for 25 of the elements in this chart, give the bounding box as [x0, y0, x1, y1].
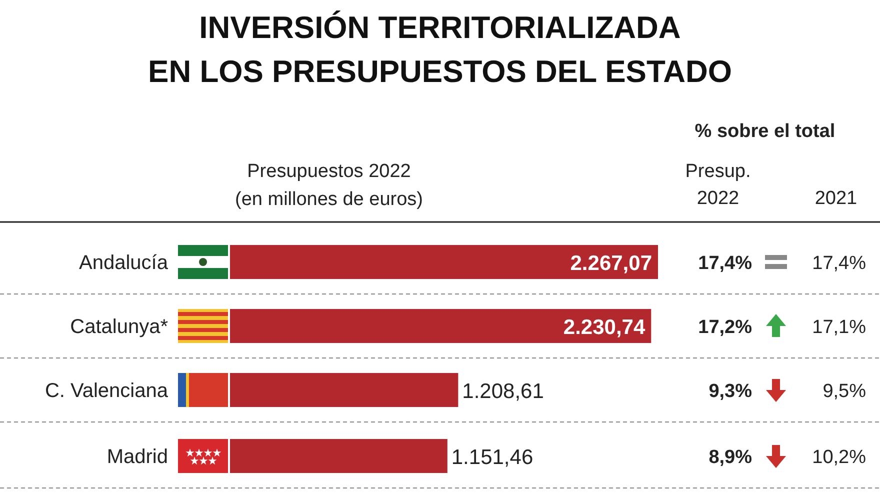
- text: 17,4%: [698, 253, 752, 274]
- text: 17,1%: [812, 317, 866, 338]
- bar: [230, 373, 458, 407]
- text: 10,2%: [812, 447, 866, 468]
- text: 9,3%: [708, 381, 752, 402]
- x-axis-title: Presupuestos 2022 (en millones de euros): [235, 161, 423, 210]
- y-tick-label: C. Valenciana: [44, 380, 169, 402]
- text: Presup. 2022: [685, 161, 751, 209]
- data-label: 2.267,07: [570, 252, 652, 275]
- y-tick-label: Andalucía: [79, 252, 169, 274]
- text: 9,5%: [822, 381, 866, 402]
- text: 17,2%: [698, 317, 752, 338]
- bar: [230, 439, 448, 473]
- text: % sobre el total: [694, 121, 836, 142]
- y-tick-label: Catalunya*: [70, 316, 168, 338]
- chart-title: INVERSIÓN TERRITORIALIZADA EN LOS PRESUPUESTOS DEL ESTADO: [148, 10, 732, 89]
- text: 17,4%: [812, 253, 866, 274]
- y-tick-label: Madrid: [106, 446, 168, 468]
- bar: [230, 245, 658, 279]
- bar: [230, 309, 652, 343]
- text: 2021: [814, 188, 858, 209]
- text: 8,9%: [708, 447, 752, 468]
- data-label: 1.208,61: [462, 380, 544, 403]
- data-label: 2.230,74: [563, 316, 646, 339]
- data-label: 1.151,46: [451, 446, 534, 469]
